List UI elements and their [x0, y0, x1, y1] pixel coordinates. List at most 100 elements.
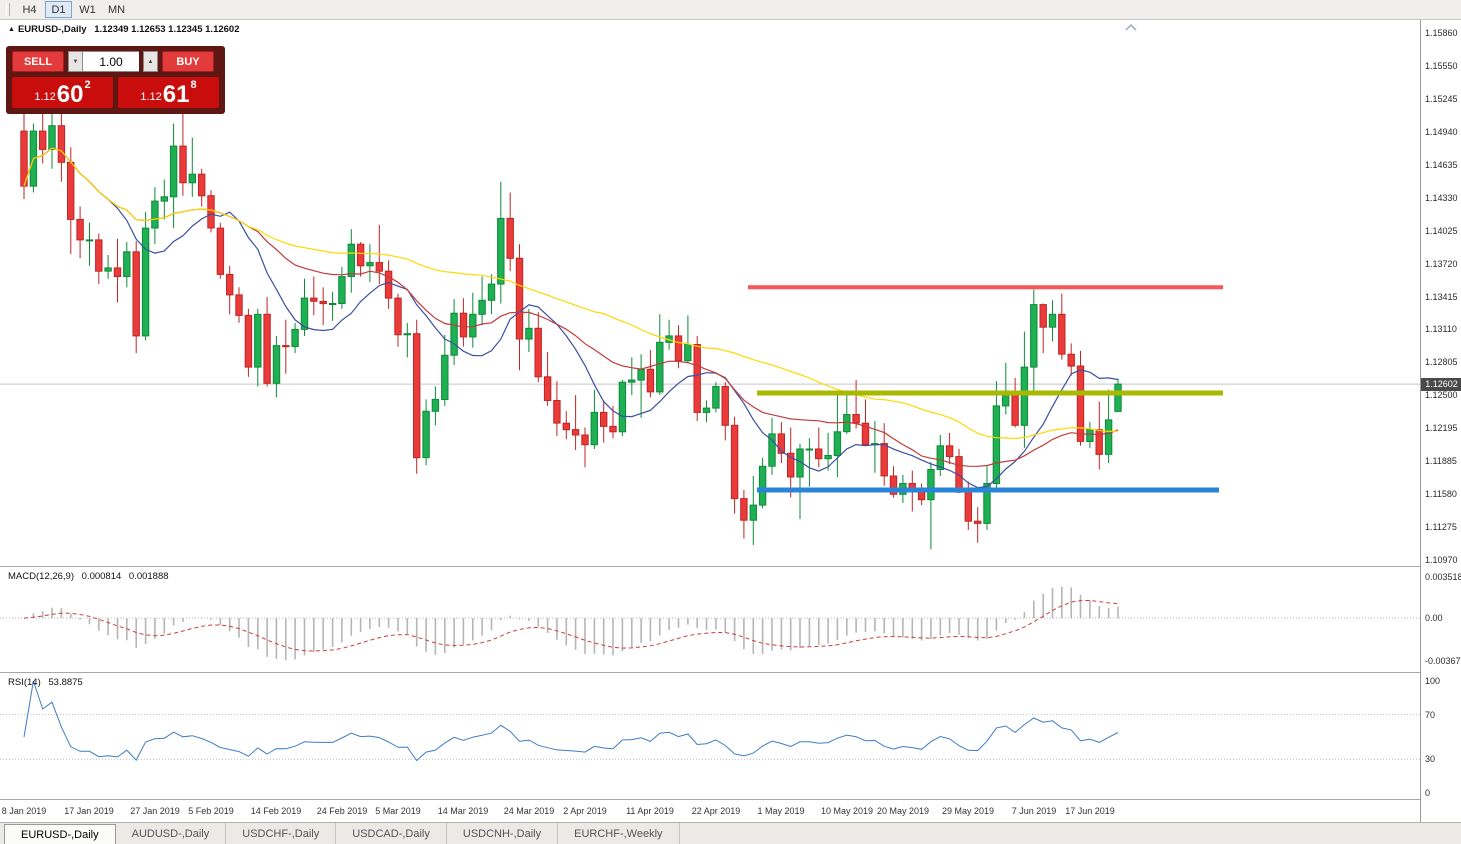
- date-axis-label: 17 Jun 2019: [1065, 806, 1115, 816]
- chart-tab-eurusd[interactable]: EURUSD-,Daily: [4, 824, 116, 844]
- rsi-indicator-panel[interactable]: RSI(14) 53.8875: [0, 673, 1420, 799]
- chart-symbol: EURUSD-,Daily: [17, 24, 87, 35]
- price-axis-label: 1.15245: [1425, 94, 1458, 104]
- macd-label: MACD(12,26,9) 0.000814 0.001888: [8, 571, 169, 582]
- date-axis-label: 14 Feb 2019: [250, 806, 302, 816]
- date-axis-label: 17 Jan 2019: [64, 806, 114, 816]
- macd-histogram: [32, 586, 1119, 661]
- price-axis-label: 1.15550: [1425, 61, 1458, 71]
- price-axis-label: 1.14635: [1425, 160, 1458, 170]
- timeframe-button-mn[interactable]: MN: [103, 1, 130, 18]
- chart-title: ▲ EURUSD-,Daily 1.12349 1.12653 1.12345 1…: [8, 24, 239, 35]
- date-axis-label: 1 May 2019: [757, 806, 805, 816]
- date-axis-label: 20 May 2019: [876, 806, 930, 816]
- rsi-axis-label: 0: [1425, 788, 1431, 798]
- rsi-line: [23, 680, 1119, 762]
- candlesticks: [20, 104, 1122, 550]
- macd-signal-value: 0.001888: [128, 571, 169, 582]
- date-axis-label: 2 Apr 2019: [563, 806, 607, 816]
- price-axis-label: 1.13110: [1425, 324, 1457, 334]
- date-axis-label: 29 May 2019: [941, 806, 995, 816]
- chart-tab-label: AUDUSD-,Daily: [131, 827, 210, 840]
- chevron-up-icon[interactable]: [1124, 23, 1138, 33]
- rsi-axis-label: 70: [1425, 710, 1436, 720]
- chart-tab-audusd[interactable]: AUDUSD-,Daily: [116, 823, 227, 844]
- ma-line-25: [23, 147, 1119, 467]
- one-click-trading-panel: SELL ▼ ▲ BUY 1.12 60 2 1.12 61 8: [6, 46, 225, 114]
- price-axis-label: 1.14330: [1425, 193, 1458, 203]
- sell-button[interactable]: SELL: [12, 51, 64, 72]
- chart-tab-label: EURUSD-,Daily: [21, 828, 99, 841]
- trade-prices-row: 1.12 60 2 1.12 61 8: [12, 77, 219, 108]
- bid-price-display[interactable]: 1.12 60 2: [12, 77, 113, 108]
- macd-main-value: 0.000814: [81, 571, 122, 582]
- date-axis-label: 24 Mar 2019: [503, 806, 555, 816]
- bid-pip-digit: 2: [84, 79, 91, 91]
- chart-tab-label: USDCHF-,Daily: [242, 827, 320, 840]
- macd-signal-line: [23, 599, 1119, 652]
- current-price-badge: 1.12602: [1421, 378, 1461, 391]
- volume-input[interactable]: [83, 51, 139, 72]
- panel-splitter: [0, 799, 1461, 800]
- date-axis-label: 7 Jun 2019: [1011, 806, 1057, 816]
- price-axis-label: 1.14940: [1425, 127, 1458, 137]
- timeframe-button-h4[interactable]: H4: [16, 1, 43, 18]
- price-axis-label: 1.15860: [1425, 28, 1458, 38]
- date-axis-label: 24 Feb 2019: [316, 806, 368, 816]
- time-axis[interactable]: 8 Jan 2019 17 Jan 2019 27 Jan 2019 5 Feb 20…: [0, 800, 1420, 821]
- price-chart-panel[interactable]: ▲ EURUSD-,Daily 1.12349 1.12653 1.12345 1…: [0, 20, 1420, 566]
- trade-panel-toggle-icon[interactable]: ▲: [8, 26, 15, 33]
- rsi-axis-label: 100: [1425, 676, 1441, 686]
- up-arrow-icon: ▲: [147, 58, 154, 65]
- panel-splitter[interactable]: [0, 672, 1461, 673]
- macd-axis-label: 0.00: [1425, 613, 1443, 623]
- price-axis-label: 1.13720: [1425, 259, 1458, 269]
- price-chart-canvas[interactable]: [0, 20, 1420, 566]
- rsi-label: RSI(14) 53.8875: [8, 677, 83, 688]
- price-scale[interactable]: 1.12602 1.15860 1.15550 1.15245 1.14940 1.14…: [1420, 20, 1461, 822]
- rsi-value: 53.8875: [48, 677, 83, 688]
- date-axis-label: 5 Feb 2019: [188, 806, 234, 816]
- panel-splitter[interactable]: [0, 566, 1461, 567]
- down-arrow-icon: ▼: [72, 58, 79, 65]
- bid-main-digits: 60: [56, 81, 84, 108]
- timeframe-toolbar: H4 D1 W1 MN: [0, 0, 1461, 20]
- chart-tab-label: USDCNH-,Daily: [462, 827, 542, 840]
- chart-tab-label: USDCAD-,Daily: [352, 827, 430, 840]
- date-axis-label: 5 Mar 2019: [375, 806, 421, 816]
- timeframe-button-w1[interactable]: W1: [74, 1, 101, 18]
- price-axis-label: 1.11885: [1425, 456, 1457, 466]
- chart-tab-usdchf[interactable]: USDCHF-,Daily: [226, 823, 337, 844]
- macd-title: MACD(12,26,9): [8, 571, 74, 582]
- macd-indicator-panel[interactable]: MACD(12,26,9) 0.000814 0.001888: [0, 567, 1420, 672]
- price-axis-label: 1.11580: [1425, 489, 1457, 499]
- timeframe-button-group: H4 D1 W1 MN: [16, 1, 130, 18]
- date-axis-label: 8 Jan 2019: [1, 806, 47, 816]
- ask-prefix: 1.12: [140, 91, 162, 103]
- macd-axis-label: 0.003518: [1425, 572, 1461, 582]
- timeframe-button-d1[interactable]: D1: [45, 1, 72, 18]
- price-axis-label: 1.12195: [1425, 423, 1458, 433]
- price-axis-label: 1.12500: [1425, 390, 1458, 400]
- rsi-canvas[interactable]: [0, 673, 1420, 799]
- chart-tab-usdcnh[interactable]: USDCNH-,Daily: [447, 823, 559, 844]
- trade-controls-row: SELL ▼ ▲ BUY: [12, 51, 219, 72]
- rsi-title: RSI(14): [8, 677, 41, 688]
- chart-tab-eurchf[interactable]: EURCHF-,Weekly: [558, 823, 680, 844]
- toolbar-grip[interactable]: [6, 3, 10, 16]
- ma-line-50: [23, 147, 1119, 440]
- ask-price-display[interactable]: 1.12 61 8: [118, 77, 219, 108]
- ask-pip-digit: 8: [190, 79, 197, 91]
- date-axis-label: 10 May 2019: [820, 806, 874, 816]
- date-axis-label: 22 Apr 2019: [691, 806, 741, 816]
- chart-ohlc-values: 1.12349 1.12653 1.12345 1.12602: [94, 24, 240, 35]
- volume-increase-button[interactable]: ▲: [143, 51, 158, 72]
- buy-button[interactable]: BUY: [162, 51, 214, 72]
- ask-main-digits: 61: [162, 81, 190, 108]
- macd-canvas[interactable]: [0, 567, 1420, 672]
- volume-decrease-button[interactable]: ▼: [68, 51, 83, 72]
- ma-line-10: [23, 147, 1119, 489]
- price-axis-label: 1.13415: [1425, 292, 1458, 302]
- chart-tab-usdcad[interactable]: USDCAD-,Daily: [336, 823, 447, 844]
